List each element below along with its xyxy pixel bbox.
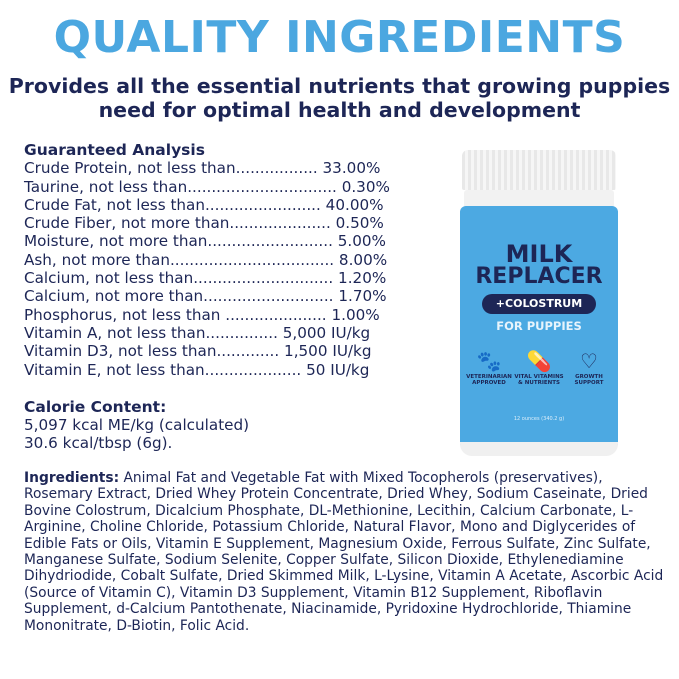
- calorie-line: 30.6 kcal/tbsp (6g).: [24, 434, 173, 452]
- ga-row: Vitamin E, not less than................…: [24, 360, 370, 379]
- ga-row: Vitamin A, not less than............... …: [24, 323, 371, 342]
- calorie-content: Calorie Content: 5,097 kcal ME/kg (calcu…: [24, 398, 249, 452]
- guaranteed-analysis: Guaranteed Analysis Crude Protein, not l…: [24, 141, 424, 379]
- subtitle: Provides all the essential nutrients tha…: [8, 74, 671, 122]
- ga-row: Moisture, not more than.................…: [24, 232, 386, 251]
- ga-row: Crude Protein, not less than............…: [24, 159, 381, 178]
- calorie-heading: Calorie Content:: [24, 398, 167, 416]
- for-puppies: FOR PUPPIES: [496, 319, 582, 333]
- ga-row: Ash, not more than......................…: [24, 250, 388, 269]
- paw-cross-icon: 🐾: [476, 349, 502, 373]
- feature-growth: ♡ GROWTH SUPPORT: [564, 348, 614, 386]
- ingredients-text: Animal Fat and Vegetable Fat with Mixed …: [24, 470, 664, 634]
- feature-vitamins: 💊 VITAL VITAMINS & NUTRIENTS: [514, 349, 564, 386]
- product-name-line2: REPLACER: [475, 264, 603, 289]
- jar-label: MILK REPLACER +COLOSTRUM FOR PUPPIES 🐾 VE…: [460, 206, 618, 456]
- ga-row: Calcium, not less than..................…: [24, 269, 387, 288]
- feature-icons: 🐾 VETERINARIAN APPROVED 💊 VITAL VITAMINS &…: [464, 348, 614, 386]
- page-title: QUALITY INGREDIENTS: [53, 12, 626, 63]
- heart-check-icon: ♡: [580, 349, 598, 373]
- capsule-icon: 💊: [526, 349, 552, 373]
- ga-row: Taurine, not less than..................…: [24, 177, 390, 196]
- ingredients: Ingredients: Animal Fat and Vegetable Fa…: [24, 470, 664, 634]
- ingredients-label: Ingredients:: [24, 470, 120, 486]
- jar-neck: [464, 190, 614, 208]
- ga-row: Calcium, not more than..................…: [24, 287, 387, 306]
- product-name-line1: MILK: [505, 240, 573, 268]
- ga-row: Phosphorus, not less than ..............…: [24, 305, 380, 324]
- ga-heading: Guaranteed Analysis: [24, 141, 205, 159]
- colostrum-badge: +COLOSTRUM: [482, 294, 596, 314]
- feature-vet: 🐾 VETERINARIAN APPROVED: [464, 348, 514, 386]
- ga-row: Crude Fiber, not more than..............…: [24, 214, 384, 233]
- jar-lid: [462, 150, 616, 190]
- ga-row: Vitamin D3, not less than............. 1…: [24, 342, 372, 361]
- calorie-line: 5,097 kcal ME/kg (calculated): [24, 416, 250, 434]
- ga-row: Crude Fat, not less than................…: [24, 195, 384, 214]
- product-jar: MILK REPLACER +COLOSTRUM FOR PUPPIES 🐾 VE…: [460, 150, 618, 460]
- net-weight: 12 ounces (340.2 g): [513, 416, 565, 422]
